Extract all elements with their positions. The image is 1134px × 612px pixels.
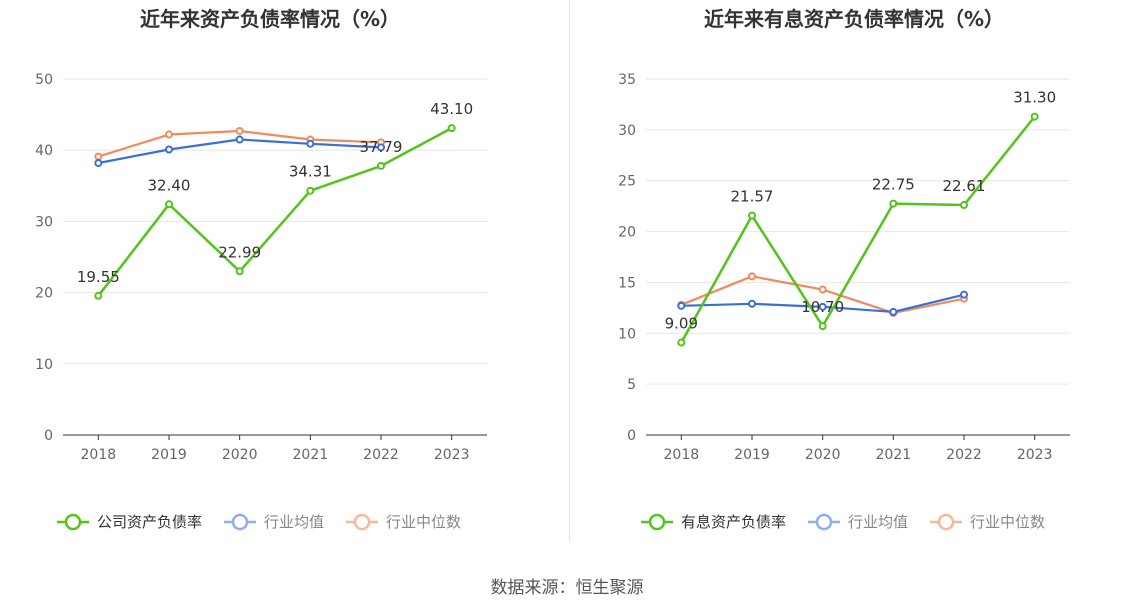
data-point[interactable] xyxy=(818,302,827,311)
data-point[interactable] xyxy=(94,291,103,300)
legend-label: 行业中位数 xyxy=(970,513,1045,531)
data-label: 32.40 xyxy=(148,176,191,194)
x-tick-label: 2022 xyxy=(363,447,399,463)
data-point[interactable] xyxy=(306,139,315,148)
legend-item[interactable]: 行业均值 xyxy=(808,513,908,531)
debt-ratio-chart: 近年来资产负债率情况（%） 0 10 20 30 40 50 2018 2019 2020 2021… xyxy=(35,7,487,531)
data-label: 22.61 xyxy=(943,177,986,195)
interest-debt-ratio-chart: 近年来有息资产负债率情况（%） 0 5 10 15 20 25 30 35 2018 2019 202… xyxy=(618,7,1070,531)
y-tick-label: 50 xyxy=(35,72,53,88)
data-point[interactable] xyxy=(818,285,827,294)
legend-marker-icon xyxy=(64,513,82,531)
x-tick-label: 2021 xyxy=(876,447,912,463)
legend-label: 公司资产负债率 xyxy=(97,513,202,531)
legend-item[interactable]: 有息资产负债率 xyxy=(641,513,786,531)
legend-label: 行业中位数 xyxy=(386,513,461,531)
legend-marker-icon xyxy=(815,513,833,531)
data-label: 34.31 xyxy=(289,163,332,181)
y-tick-label: 0 xyxy=(44,428,53,444)
data-label: 22.75 xyxy=(872,176,915,194)
data-point[interactable] xyxy=(235,135,244,144)
data-point[interactable] xyxy=(748,211,756,220)
y-tick-label: 25 xyxy=(618,174,636,190)
y-tick-label: 20 xyxy=(618,225,636,241)
x-tick-label: 2020 xyxy=(805,447,841,463)
legend-marker-icon xyxy=(648,513,666,531)
x-tick-label: 2020 xyxy=(222,447,258,463)
data-label: 43.10 xyxy=(430,100,473,118)
data-label: 31.30 xyxy=(1013,89,1056,107)
data-point[interactable] xyxy=(377,143,385,152)
series-line xyxy=(97,127,453,297)
data-point[interactable] xyxy=(235,267,244,276)
legend-item[interactable]: 行业均值 xyxy=(224,513,324,531)
data-point[interactable] xyxy=(94,159,103,168)
legend-label: 行业均值 xyxy=(848,513,908,531)
legend-marker-icon xyxy=(231,513,249,531)
data-point[interactable] xyxy=(677,301,686,310)
data-label: 22.99 xyxy=(218,243,261,261)
y-tick-label: 10 xyxy=(618,326,636,342)
data-point[interactable] xyxy=(818,322,827,331)
data-point[interactable] xyxy=(748,299,756,308)
x-tick-label: 2018 xyxy=(81,447,117,463)
x-tick-label: 2018 xyxy=(664,447,700,463)
x-tick-label: 2023 xyxy=(434,447,470,463)
data-point[interactable] xyxy=(165,200,173,209)
legend-marker-icon xyxy=(353,513,371,531)
data-point[interactable] xyxy=(94,152,103,161)
data-point[interactable] xyxy=(889,199,898,208)
legend-label: 有息资产负债率 xyxy=(681,513,786,531)
x-tick-label: 2021 xyxy=(293,447,329,463)
x-tick-label: 2019 xyxy=(151,447,187,463)
legend-item[interactable]: 行业中位数 xyxy=(930,513,1045,531)
y-tick-label: 15 xyxy=(618,275,636,291)
x-tick-label: 2023 xyxy=(1017,447,1053,463)
data-point[interactable] xyxy=(677,338,686,347)
chart-title: 近年来有息资产负债率情况（%） xyxy=(704,7,1004,31)
y-tick-label: 40 xyxy=(35,143,53,159)
data-point[interactable] xyxy=(235,126,244,135)
data-point[interactable] xyxy=(960,290,968,299)
data-point[interactable] xyxy=(1030,112,1039,121)
data-point[interactable] xyxy=(165,145,173,154)
legend-label: 行业均值 xyxy=(264,513,324,531)
y-tick-label: 0 xyxy=(627,428,636,444)
x-tick-label: 2022 xyxy=(946,447,982,463)
data-label: 21.57 xyxy=(731,188,774,206)
data-label: 19.55 xyxy=(77,268,120,286)
data-point[interactable] xyxy=(165,130,173,139)
data-point[interactable] xyxy=(306,186,315,195)
data-point[interactable] xyxy=(377,161,385,170)
series-line xyxy=(680,115,1036,344)
y-tick-label: 5 xyxy=(627,377,636,393)
y-tick-label: 30 xyxy=(618,123,636,139)
x-tick-label: 2019 xyxy=(734,447,770,463)
legend-item[interactable]: 行业中位数 xyxy=(346,513,461,531)
data-point[interactable] xyxy=(960,201,968,210)
data-source-footer: 数据来源：恒生聚源 xyxy=(490,578,644,598)
data-label: 37.79 xyxy=(360,138,403,156)
data-label: 9.09 xyxy=(665,315,698,333)
y-tick-label: 35 xyxy=(618,72,636,88)
legend-marker-icon xyxy=(937,513,955,531)
y-tick-label: 20 xyxy=(35,286,53,302)
y-tick-label: 10 xyxy=(35,357,53,373)
panel-divider xyxy=(569,0,570,542)
legend-item[interactable]: 公司资产负债率 xyxy=(57,513,202,531)
data-point[interactable] xyxy=(748,272,756,281)
data-label: 10.70 xyxy=(801,298,844,316)
chart-title: 近年来资产负债率情况（%） xyxy=(140,7,400,31)
y-tick-label: 30 xyxy=(35,214,53,230)
data-point[interactable] xyxy=(447,124,456,133)
data-point[interactable] xyxy=(889,307,898,316)
